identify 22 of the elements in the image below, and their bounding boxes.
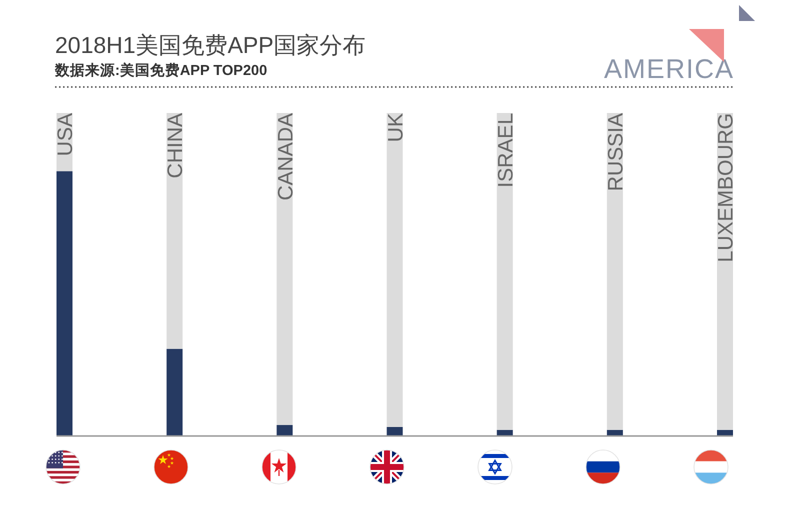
x-tick-label: ISRAEL	[494, 113, 518, 188]
bar	[56, 171, 72, 436]
x-tick-label: LUXEMBOURG	[714, 113, 738, 262]
bar	[166, 348, 183, 436]
x-tick-label: RUSSIA	[604, 113, 628, 192]
bar	[496, 430, 513, 436]
bar	[386, 113, 403, 427]
text: AMERICA	[604, 54, 734, 84]
x-tick-label: UK	[384, 113, 408, 142]
source-note: 数据来源:美国免费APP TOP200	[54, 61, 268, 79]
bar	[386, 426, 403, 436]
bar	[606, 430, 623, 436]
x-tick-label: CANADA	[274, 113, 298, 201]
bar	[166, 113, 183, 349]
x-tick-label: USA	[54, 113, 78, 156]
bar	[496, 113, 513, 430]
bar	[717, 430, 733, 436]
bar	[276, 113, 293, 426]
bar	[606, 113, 623, 430]
chart-title: 2018H1美国免费APP国家分布	[55, 32, 366, 58]
x-tick-label: CHINA	[164, 113, 188, 178]
bar	[276, 425, 293, 436]
